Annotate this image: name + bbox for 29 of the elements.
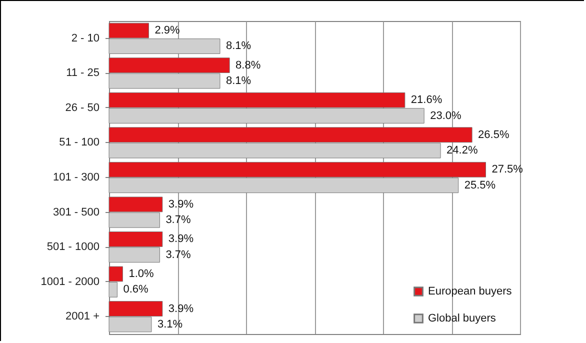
- data-label: 27.5%: [492, 164, 524, 176]
- data-label: 3.9%: [168, 302, 194, 315]
- y-tick-label: 1001 - 2000: [40, 276, 100, 288]
- data-label: 24.2%: [446, 144, 478, 157]
- data-label: 8.1%: [226, 40, 252, 52]
- data-label: 26.5%: [478, 128, 510, 141]
- data-label: 3.7%: [166, 248, 191, 261]
- data-label: 3.9%: [168, 233, 194, 246]
- data-label: 3.1%: [157, 318, 183, 330]
- data-label: 8.8%: [236, 59, 261, 72]
- y-tick-label: 11 - 25: [66, 67, 100, 80]
- legend-label: Global buyers: [428, 312, 496, 324]
- data-label: 3.9%: [168, 198, 194, 210]
- data-label: 3.7%: [166, 214, 191, 226]
- data-label: 2.9%: [154, 24, 180, 37]
- data-label: 23.0%: [430, 110, 462, 122]
- data-label: 8.1%: [226, 75, 252, 88]
- data-label: 1.0%: [128, 268, 154, 280]
- data-label: 0.6%: [123, 284, 149, 296]
- data-label: 21.6%: [410, 94, 442, 106]
- y-tick-label: 501 - 1000: [46, 241, 100, 254]
- y-tick-label: 2001 +: [66, 310, 100, 323]
- y-tick-label: 26 - 50: [65, 102, 100, 114]
- data-label: 25.5%: [464, 179, 496, 192]
- legend-label: European buyers: [428, 286, 512, 298]
- y-tick-label: 301 - 500: [53, 206, 100, 218]
- y-tick-label: 101 - 300: [53, 172, 100, 184]
- y-tick-label: 2 - 10: [71, 32, 100, 44]
- y-tick-label: 51 - 100: [59, 136, 100, 149]
